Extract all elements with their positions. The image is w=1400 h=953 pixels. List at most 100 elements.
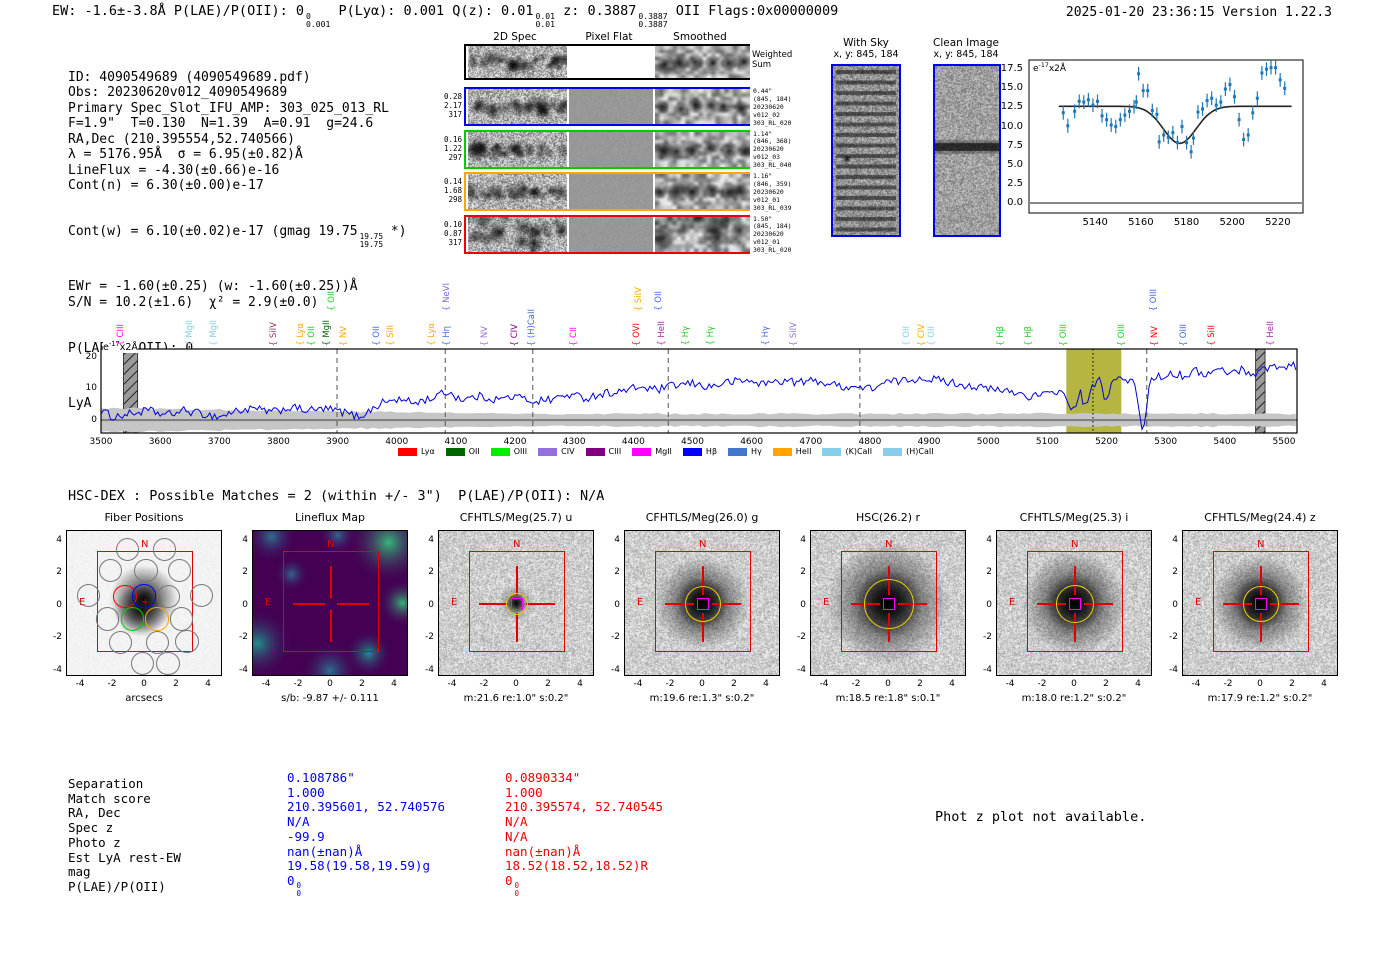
spectral-line-label: { CIII — [116, 324, 127, 346]
cutout-xtick: -4 — [633, 679, 643, 689]
crosshair-top — [516, 566, 518, 595]
info-lines-mid: EWr = -1.60(±0.25) (w: -1.60(±0.25))Å S/N… — [68, 279, 407, 310]
cutout-xtick: 4 — [949, 679, 955, 689]
spec2d-strip-canvas — [468, 46, 567, 78]
spectral-line-label: { OIII — [1179, 323, 1190, 346]
cutout-xtick: -2 — [479, 679, 489, 689]
match-row-label: Photo z — [68, 834, 121, 850]
crosshair-bottom — [330, 610, 332, 642]
aperture-yellow-circle — [685, 586, 721, 622]
info-line: Primary Spec_Slot_IFU_AMP: 303_025_013_R… — [68, 100, 389, 116]
clean-image — [933, 64, 1001, 237]
info-lines-top: ID: 4090549689 (4090549689.pdf) Obs: 2023… — [68, 70, 407, 194]
spectral-line-label: { HeII — [656, 321, 667, 346]
spectral-line-label: { OII — [653, 291, 664, 311]
crosshair-top — [330, 566, 332, 598]
spectrum-ytick: 10 — [85, 383, 97, 394]
cutout-title: Lineflux Map — [294, 511, 366, 524]
spec2d-row — [464, 214, 750, 254]
cutout-xtick: 4 — [1135, 679, 1141, 689]
cutout-ytick: 4 — [614, 535, 620, 545]
cutout-caption: s/b: -9.87 +/- 0.111 — [281, 693, 379, 704]
crosshair-bottom — [1074, 613, 1076, 642]
cutout-ytick: -2 — [53, 632, 62, 642]
legend-item: CIV — [538, 447, 575, 456]
crosshair-right — [712, 603, 741, 605]
crosshair-left — [293, 603, 325, 605]
spectral-line-label: { MgII — [209, 320, 220, 346]
cutout-xtick: 0 — [1071, 679, 1077, 689]
spectrum-xtick: 4100 — [444, 437, 468, 447]
cutout-xtick: -2 — [107, 679, 117, 689]
cutout-caption: m:18.5 re:1.8" s:0.1" — [835, 693, 941, 704]
match-row-label: P(LAE)/P(OII) — [68, 878, 166, 894]
spectral-line-label: { OIII — [1059, 323, 1070, 346]
fiber-circle — [76, 584, 101, 608]
spectrum-xtick: 4700 — [799, 437, 823, 447]
cutout-xtick: 2 — [917, 679, 923, 689]
cutout-title: CFHTLS/Meg(26.0) g — [645, 511, 759, 524]
spec2d-strip — [655, 216, 750, 252]
spectral-line-label: { (H)CaII — [526, 308, 537, 346]
qz-fraction: 0.01 0.01 — [535, 10, 556, 29]
catalog-magenta-square — [697, 598, 709, 610]
spectral-line-label: { SiIV — [633, 286, 644, 311]
spectrum-xtick: 4400 — [621, 437, 645, 447]
clean-title: Clean Image — [932, 37, 1000, 49]
spec2d-strip-canvas — [569, 216, 653, 252]
spectrum-xtick: 4300 — [562, 437, 586, 447]
cutout-ytick: -2 — [797, 632, 806, 642]
legend-label: (H)CaII — [906, 447, 934, 456]
legend-label: OII — [468, 447, 480, 456]
header-timestamp-version: 2025-01-20 23:36:15 Version 1.22.3 — [1065, 5, 1332, 20]
spectral-line-label: { SiIV — [788, 321, 799, 346]
aperture-red-box — [1213, 551, 1309, 652]
spectrum-xtick: 5400 — [1213, 437, 1237, 447]
spec2d-row-right-labels: 0.44" (845, 184) 20230620 v012_02 303_RL_020 — [753, 87, 792, 127]
match-table-labels: Separation Match score RA, Dec Spec z Photo … — [68, 776, 181, 895]
cutout-ytick: 2 — [986, 567, 992, 577]
photz-note: Phot z plot not available. — [935, 809, 1147, 825]
legend-label: CIV — [561, 447, 575, 456]
match-value: 210.395574, 52.740545 — [505, 799, 664, 815]
aperture-red-box — [283, 551, 379, 652]
plae-fraction: 0 0.001 — [305, 10, 331, 29]
fiber-circle — [98, 559, 123, 583]
inset-ytick: 5.0 — [1007, 158, 1023, 170]
spectrum-xtick: 5300 — [1154, 437, 1178, 447]
fiber-circle-selected — [120, 607, 145, 631]
catalog-magenta-square — [1069, 598, 1081, 610]
legend-item: Lyα — [398, 447, 435, 456]
legend-item: Hβ — [682, 447, 717, 456]
match-row-label: Est LyA rest-EW — [68, 849, 181, 865]
fiber-circle — [190, 584, 214, 608]
cutout-ytick: 0 — [614, 600, 620, 610]
spectrum-xtick: 3600 — [148, 437, 172, 447]
spectrum-legend: Lyα OII OIII CIV CIII MgII Hβ Hγ HeII (K)CaII (H)C… — [398, 447, 934, 456]
spectral-line-label: { CIV — [510, 323, 521, 346]
match-value: nan(±nan)Å — [287, 843, 363, 859]
cutout-ytick: 4 — [428, 535, 434, 545]
spectrum-ytick: 0 — [91, 415, 97, 426]
aperture-yellow-circle — [1243, 586, 1279, 622]
crosshair-right — [1270, 603, 1299, 605]
spectral-line-label: { NeVI — [442, 282, 453, 311]
clean-canvas — [935, 66, 999, 235]
crosshair-bottom — [1260, 613, 1262, 642]
crosshair-left — [665, 603, 694, 605]
info-line: RA,Dec (210.395554,52.740566) — [68, 131, 295, 147]
cutout-ytick: -4 — [611, 665, 620, 675]
cutout-xtick: 4 — [205, 679, 211, 689]
cutout-ytick: 2 — [614, 567, 620, 577]
fiber-circle — [175, 629, 199, 653]
spectral-line-label: { OIII — [1149, 288, 1160, 311]
inset-ytick: 2.5 — [1007, 177, 1023, 189]
spectrum-xtick: 4600 — [740, 437, 764, 447]
spec2d-strip-canvas — [569, 89, 653, 124]
legend-swatch — [883, 447, 903, 456]
spec2d-row-right-labels: 1.14" (846, 368) 20230620 v012_03 303_RL_040 — [753, 129, 792, 170]
spectrum-xtick: 3900 — [326, 437, 350, 447]
